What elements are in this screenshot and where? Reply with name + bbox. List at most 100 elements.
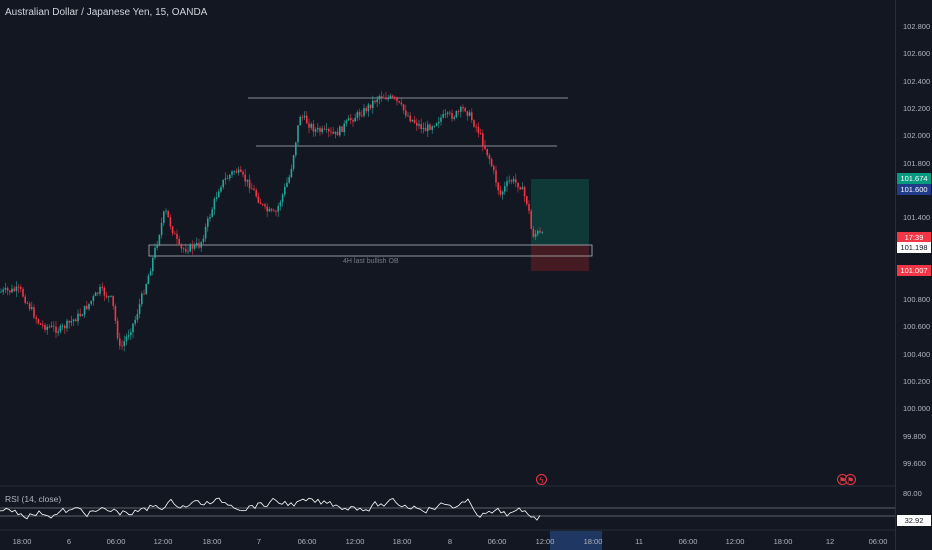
- candle-body: [268, 208, 271, 212]
- candle-body: [361, 115, 363, 117]
- candle-body: [308, 123, 310, 128]
- candle-body: [209, 216, 211, 219]
- candle-body: [264, 204, 266, 207]
- candle-body: [70, 321, 73, 323]
- candle-body: [176, 233, 178, 240]
- candle-body: [310, 124, 312, 128]
- candle-body: [427, 124, 429, 132]
- candle-body: [297, 125, 299, 143]
- time-tick: 06:00: [106, 537, 126, 546]
- candle-body: [185, 249, 187, 252]
- candle-body: [64, 325, 66, 329]
- candle-body: [460, 106, 462, 112]
- candle-body: [528, 204, 530, 211]
- candle-body: [376, 99, 378, 103]
- candle-body: [499, 190, 502, 195]
- candle-body: [215, 197, 218, 199]
- candle-body: [519, 187, 521, 190]
- candle-body: [444, 113, 447, 115]
- candle-body: [435, 123, 438, 126]
- candle-body: [20, 287, 22, 289]
- candle-body: [281, 194, 284, 202]
- candle-body: [284, 186, 286, 195]
- candle-body: [132, 323, 134, 333]
- candle-body: [303, 115, 306, 118]
- candle-body: [13, 288, 15, 292]
- candle-body: [332, 131, 334, 134]
- candle-body: [396, 97, 398, 102]
- candle-body: [286, 182, 288, 187]
- take-profit-label: 101.674: [897, 173, 931, 184]
- candle-body: [537, 230, 539, 235]
- candle-body: [378, 96, 381, 100]
- candle-body: [207, 218, 209, 227]
- candle-body: [44, 324, 46, 330]
- candle-body: [407, 115, 409, 117]
- candle-body: [523, 187, 526, 197]
- candle-body: [229, 174, 231, 179]
- price-tick: 102.200: [903, 103, 931, 113]
- candle-body: [4, 288, 7, 290]
- candle-body: [50, 325, 53, 327]
- time-tick: 12:00: [345, 537, 365, 546]
- candle-body: [383, 97, 385, 99]
- flash-icon[interactable]: ϟ: [536, 474, 547, 485]
- candle-body: [352, 119, 354, 122]
- candle-body: [266, 206, 268, 212]
- candle-body: [510, 180, 513, 182]
- candle-body: [160, 222, 163, 236]
- candle-body: [504, 186, 506, 192]
- candle-body: [466, 111, 469, 116]
- candle-body: [182, 248, 185, 250]
- flag-icon[interactable]: ⚑: [845, 474, 856, 485]
- candle-body: [237, 169, 240, 173]
- candle-body: [101, 286, 103, 288]
- candle-body: [532, 228, 535, 237]
- candle-body: [515, 179, 517, 183]
- candle-body: [94, 292, 97, 297]
- candle-body: [136, 314, 139, 320]
- candle-body: [83, 305, 86, 315]
- candle-body: [114, 305, 117, 321]
- price-tick: 101.400: [903, 213, 931, 223]
- candle-body: [462, 106, 464, 109]
- candle-body: [526, 196, 528, 205]
- candle-body: [438, 121, 440, 124]
- candle-body: [482, 133, 484, 146]
- candle-body: [405, 110, 407, 116]
- candle-body: [145, 284, 147, 294]
- candle-body: [108, 296, 110, 298]
- candle-body: [270, 208, 273, 211]
- candle-body: [116, 320, 119, 339]
- candle-body: [418, 124, 420, 126]
- price-tick: 100.600: [903, 322, 931, 332]
- candle-body: [506, 181, 508, 187]
- stop-loss-zone: [531, 245, 589, 271]
- time-tick: 12:00: [153, 537, 173, 546]
- candle-body: [372, 100, 374, 108]
- candle-body: [158, 235, 161, 245]
- take-profit-zone: [531, 179, 589, 245]
- candle-body: [88, 303, 90, 310]
- candle-body: [321, 128, 323, 132]
- candle-body: [539, 230, 541, 233]
- time-tick: 12:00: [535, 537, 555, 546]
- candle-body: [387, 97, 389, 100]
- time-tick: 06:00: [297, 537, 317, 546]
- price-tick: 100.400: [903, 349, 931, 359]
- candle-body: [380, 96, 383, 98]
- candle-body: [325, 128, 328, 130]
- last-price-label: 101.198: [897, 242, 931, 253]
- candle-body: [440, 117, 442, 122]
- candle-body: [341, 126, 343, 132]
- price-tick: 102.600: [903, 49, 931, 59]
- candle-body: [416, 122, 418, 126]
- candle-body: [299, 116, 301, 126]
- candle-body: [255, 190, 257, 197]
- candle-body: [46, 326, 48, 330]
- time-tick: 7: [256, 537, 262, 546]
- candle-body: [356, 112, 359, 118]
- price-tick: 100.800: [903, 295, 931, 304]
- time-tick: 12: [825, 537, 835, 546]
